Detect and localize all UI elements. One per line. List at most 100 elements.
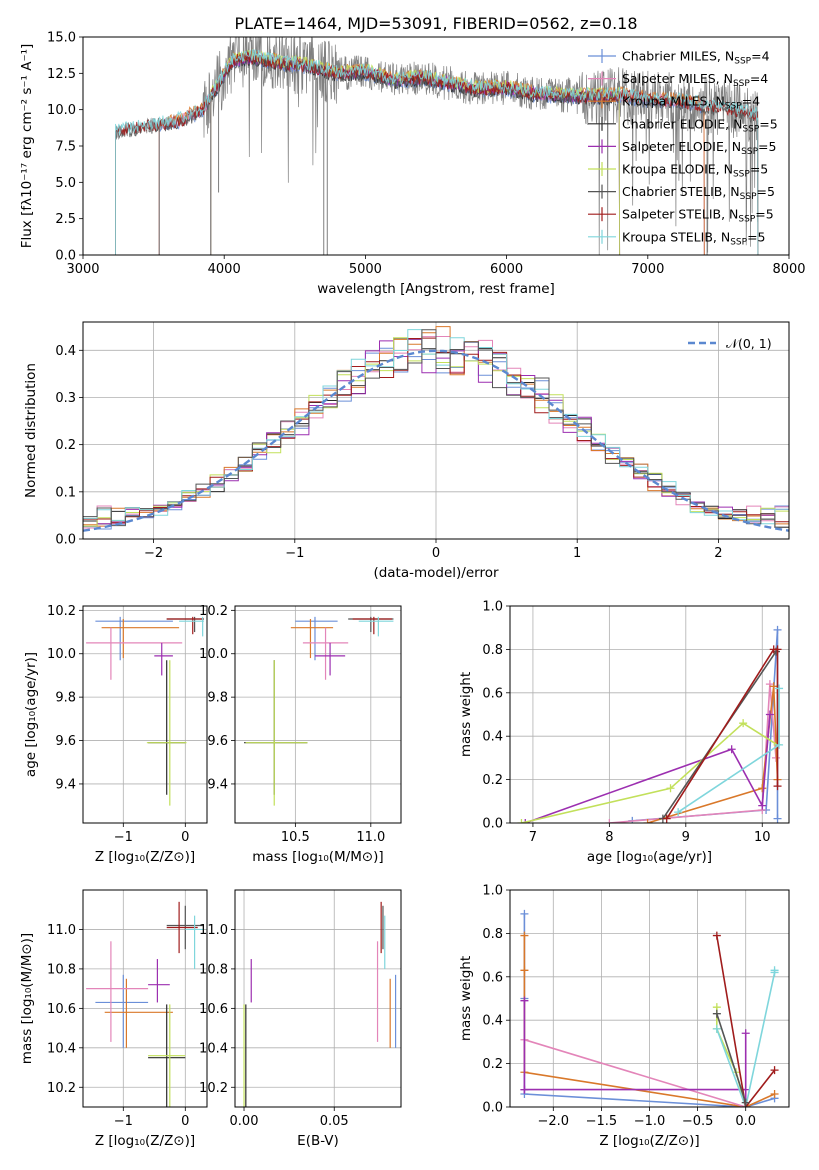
legend-label: Chabrier STELIB, N [622,184,740,199]
x-tick-label: 10 [754,830,771,845]
plot-area [520,909,779,1107]
x-tick-label: −1.5 [586,1114,618,1129]
x-tick-label: 0.05 [320,1114,349,1129]
plot-area [517,625,784,823]
x-tick-label: 4000 [208,262,241,277]
legend-suffix: =4 [751,49,769,64]
errorbar-salpeter-elodie [148,959,170,1003]
y-tick-label: 10.8 [199,962,228,977]
errorbar-kroupa-stelib [179,616,204,637]
weight-point-marker [770,1089,779,1098]
axes-frame [509,605,790,824]
legend-entry: Kroupa STELIB, NSSP=5 [622,229,766,247]
errorbar-kroupa-miles [101,619,180,659]
legend-entry: Kroupa MILES, NSSP=4 [622,94,760,112]
errorbar-salpeter-miles [302,627,349,680]
y-tick-label: 9.4 [207,777,228,792]
legend-subscript: SSP [730,237,747,247]
legend-entry: Salpeter STELIB, NSSP=5 [622,207,774,225]
x-tick-label: 5000 [349,262,382,277]
weight-point-marker [520,1085,529,1094]
axes-frame [82,605,208,824]
legend-suffix: =4 [750,71,768,86]
y-axis-label: Normed distribution [23,363,39,498]
plot-area [115,37,759,255]
x-tick-label: −2.0 [538,1114,570,1129]
legend-suffix: =5 [750,162,768,177]
legend-label: Chabrier MILES, N [622,49,734,64]
legend-subscript: SSP [725,102,742,112]
weight-point-marker [770,1066,779,1075]
weight-line [716,935,776,1107]
x-tick-label: 0 [432,546,440,561]
weight-point-marker [666,784,675,793]
weight-line [525,714,771,823]
x-tick-label: −0.5 [682,1114,714,1129]
x-tick-label: 0 [181,1114,189,1129]
legend-suffix: =5 [747,229,765,244]
x-tick-label: 7000 [631,262,664,277]
weight-point-marker [605,819,614,823]
weight-point-marker [775,684,784,693]
legend-label: Salpeter ELODIE, N [622,139,741,154]
axes-frame [234,889,402,1108]
errorbar-salpeter-stelib [166,901,198,954]
legend-subscript: SSP [733,170,750,180]
legend-label: Chabrier ELODIE, N [622,116,742,131]
legend-label: Kroupa ELODIE, N [622,162,733,177]
ticks: −1 0 9.4 9.6 9.8 10.0 10.2 [47,604,189,845]
y-tick-label: 0.4 [55,344,76,359]
x-tick-label: −1 [285,546,304,561]
y-axis-label: mass weight [458,672,474,757]
x-axis-label: E(B-V) [297,1133,339,1149]
y-tick-label: 0.2 [482,773,503,788]
x-tick-label: 11.0 [356,830,385,845]
errorbar-chabrier-miles [95,974,149,1048]
x-tick-label: 3000 [66,262,99,277]
y-tick-label: 15.0 [47,31,76,46]
plot-area [243,901,397,1107]
ticks: −1 0 10.2 10.4 10.6 10.8 11.0 [47,923,189,1129]
y-tick-label: 11.0 [199,923,228,938]
weight-point-marker [741,1098,750,1107]
y-tick-label: 0.1 [55,485,76,500]
y-tick-label: 10.0 [47,647,76,662]
weight-vs-metallicity-panel: −2.0 −1.5 −1.0 −0.5 0.0 0.0 0.2 0.4 0.6 0.8 1.0 Z [… [458,884,790,1149]
residual-histogram-panel: −2 −1 0 1 2 0.0 0.1 0.2 0.3 0.4 (data-model)/error… [23,321,790,581]
y-tick-label: 1.0 [482,600,503,615]
y-tick-label: 10.6 [199,1002,228,1017]
weight-point-marker [520,909,529,918]
x-axis-label: Z [log₁₀(Z/Z⊙)] [599,1133,699,1149]
weight-series-salpeter-stelib [662,645,782,823]
weight-point-marker [775,740,784,749]
errorbar-salpeter-stelib [166,616,204,635]
y-axis-label: Flux [fλ10⁻¹⁷ erg cm⁻² s⁻¹ A⁻¹] [19,44,35,249]
x-axis-label: age [log₁₀(age/yr)] [587,849,712,865]
legend-subscript: SSP [741,147,758,157]
legend-subscript: SSP [734,57,751,67]
x-axis-label: (data-model)/error [373,565,499,581]
y-tick-label: 2.5 [55,212,76,227]
weight-point-marker [739,719,748,728]
weight-line [716,1013,747,1103]
axes-frame [234,605,402,824]
y-tick-label: 9.6 [55,734,76,749]
errorbar-salpeter-elodie [154,642,173,676]
errorbar-kroupa-stelib [185,915,204,969]
x-tick-label: 7 [529,830,537,845]
weight-point-marker [643,819,652,823]
weight-point-marker [727,745,736,754]
legend-subscript: SSP [742,124,759,134]
legend-label: Kroupa MILES, N [622,94,725,109]
ticks: 10.5 11.0 9.4 9.6 9.8 10.0 10.2 [199,604,385,845]
legend-subscript: SSP [738,215,755,225]
weight-point-marker [712,931,721,940]
weight-point-marker [712,1024,721,1033]
weight-point-marker [517,819,526,823]
y-tick-label: 0.8 [482,927,503,942]
x-tick-label: 8000 [772,262,805,277]
weight-point-marker [770,966,779,975]
ticks: 7 8 9 10 0.0 0.2 0.4 0.6 0.8 1.0 [482,600,770,846]
ticks: 0.00 0.05 10.2 10.4 10.6 10.8 11.0 [199,923,349,1129]
gaussian-reference-curve [83,349,789,532]
